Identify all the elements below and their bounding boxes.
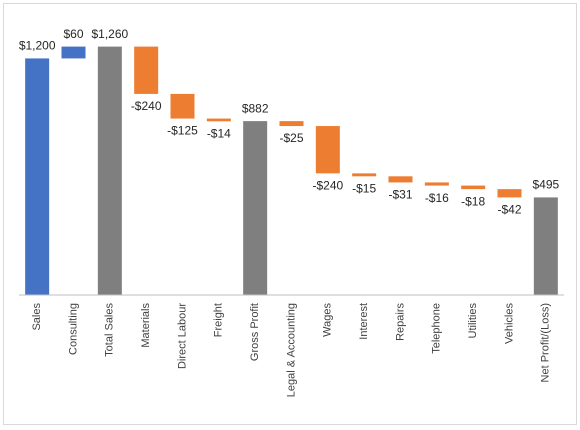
bar bbox=[315, 126, 340, 174]
x-tick-label: Materials bbox=[140, 303, 152, 348]
data-label: -$125 bbox=[167, 124, 198, 138]
x-tick-label: Telephone bbox=[431, 303, 443, 354]
bar bbox=[533, 197, 558, 295]
x-tick-label: Gross Profit bbox=[249, 303, 261, 361]
data-label: -$31 bbox=[388, 188, 412, 202]
x-tick-label: Net Profit/(Loss) bbox=[540, 303, 552, 382]
data-label: -$15 bbox=[352, 181, 376, 195]
data-label: -$240 bbox=[131, 99, 162, 113]
bar bbox=[206, 118, 231, 122]
bar bbox=[97, 46, 122, 295]
x-tick-label: Consulting bbox=[67, 303, 79, 355]
x-tick-label: Freight bbox=[213, 303, 225, 337]
data-label: -$18 bbox=[461, 194, 485, 208]
x-tick-label: Direct Labour bbox=[176, 303, 188, 369]
bar bbox=[134, 46, 159, 94]
bar bbox=[61, 46, 86, 59]
bar bbox=[25, 58, 50, 295]
data-label: $60 bbox=[63, 27, 83, 41]
bar bbox=[352, 173, 377, 177]
data-label: $882 bbox=[242, 101, 269, 115]
bar bbox=[388, 176, 413, 183]
x-tick-label: Total Sales bbox=[104, 303, 116, 357]
data-label: -$16 bbox=[425, 191, 449, 205]
bar bbox=[461, 185, 486, 190]
data-label: $1,200 bbox=[19, 39, 56, 53]
bar bbox=[170, 93, 195, 119]
data-label: $1,260 bbox=[91, 27, 128, 41]
x-tick-label: Interest bbox=[358, 303, 370, 340]
data-label: -$42 bbox=[497, 203, 521, 217]
x-tick-label: Legal & Accounting bbox=[285, 303, 297, 397]
bar bbox=[497, 189, 522, 198]
x-tick-label: Repairs bbox=[394, 303, 406, 341]
bar bbox=[424, 182, 449, 186]
bar bbox=[279, 121, 304, 127]
data-label: $495 bbox=[532, 178, 559, 192]
x-tick-label: Vehicles bbox=[503, 303, 515, 344]
x-tick-label: Sales bbox=[31, 303, 43, 331]
data-label: -$25 bbox=[279, 131, 303, 145]
data-label: -$14 bbox=[207, 126, 231, 140]
x-tick-label: Utilities bbox=[467, 303, 479, 339]
bar bbox=[243, 121, 268, 296]
x-tick-label: Wages bbox=[322, 303, 334, 337]
data-label: -$240 bbox=[312, 179, 343, 193]
